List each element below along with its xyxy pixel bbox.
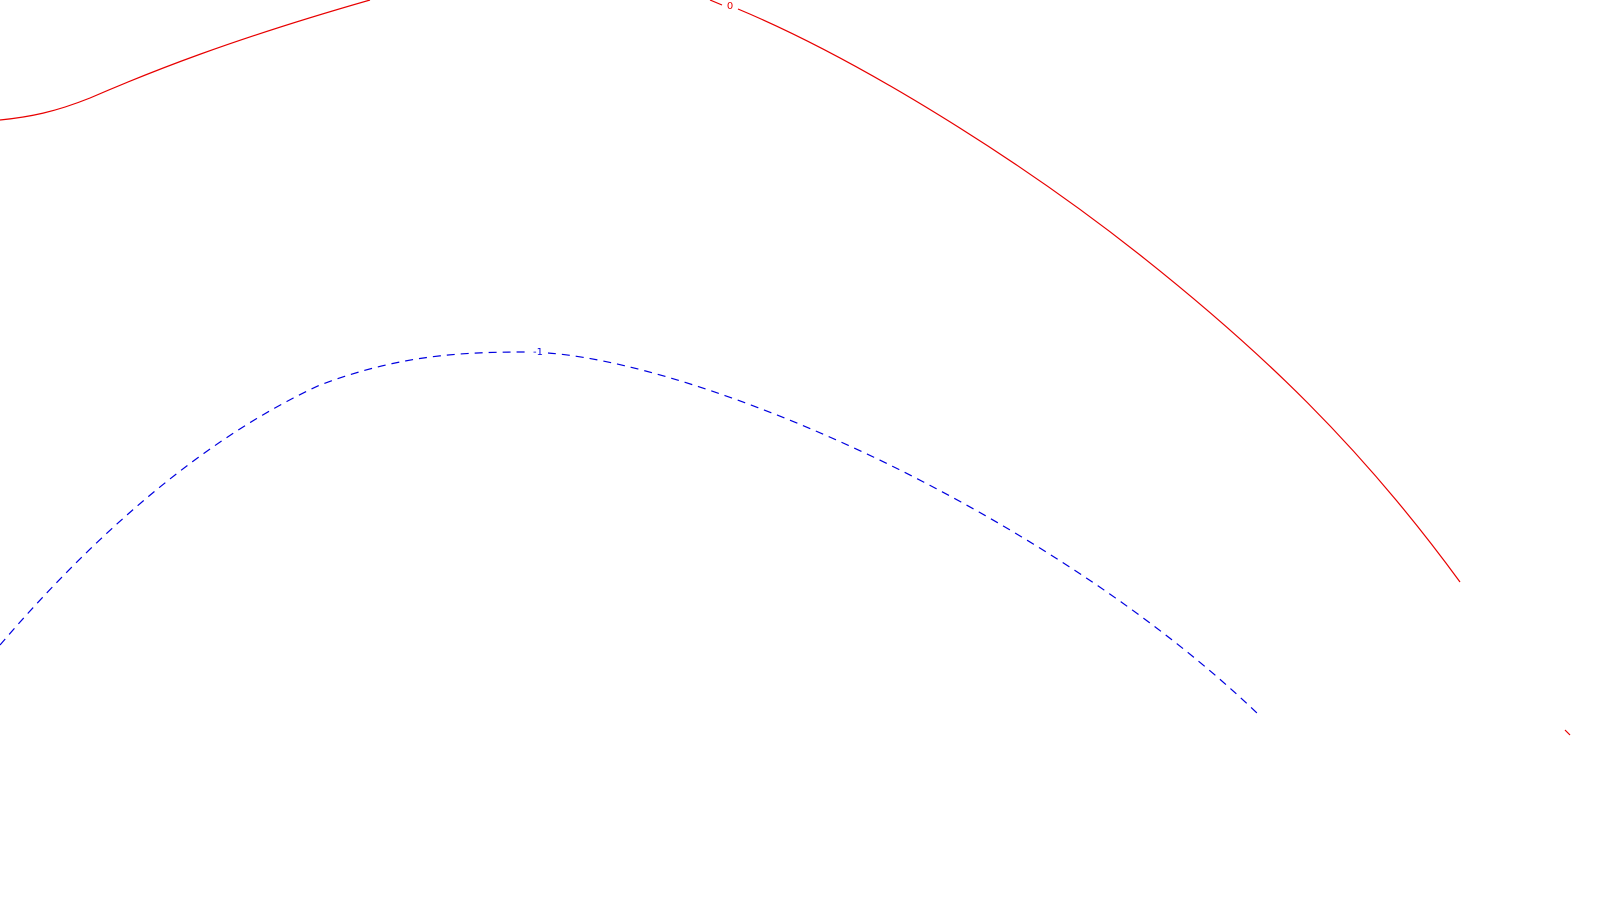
contour-zero-label: 0: [727, 1, 733, 12]
contour-minus-one-left-segment: [0, 351, 529, 646]
contour-zero-right-segment: [709, 0, 723, 6]
contour-zero-edge-fragment: [1564, 729, 1571, 736]
contour-zero-right-segment-main: [737, 8, 1461, 583]
contour-minus-one-label: -1: [533, 347, 543, 358]
contour-minus-one-right-segment: [547, 352, 1259, 715]
contour-zero-left-segment: [0, 0, 371, 121]
